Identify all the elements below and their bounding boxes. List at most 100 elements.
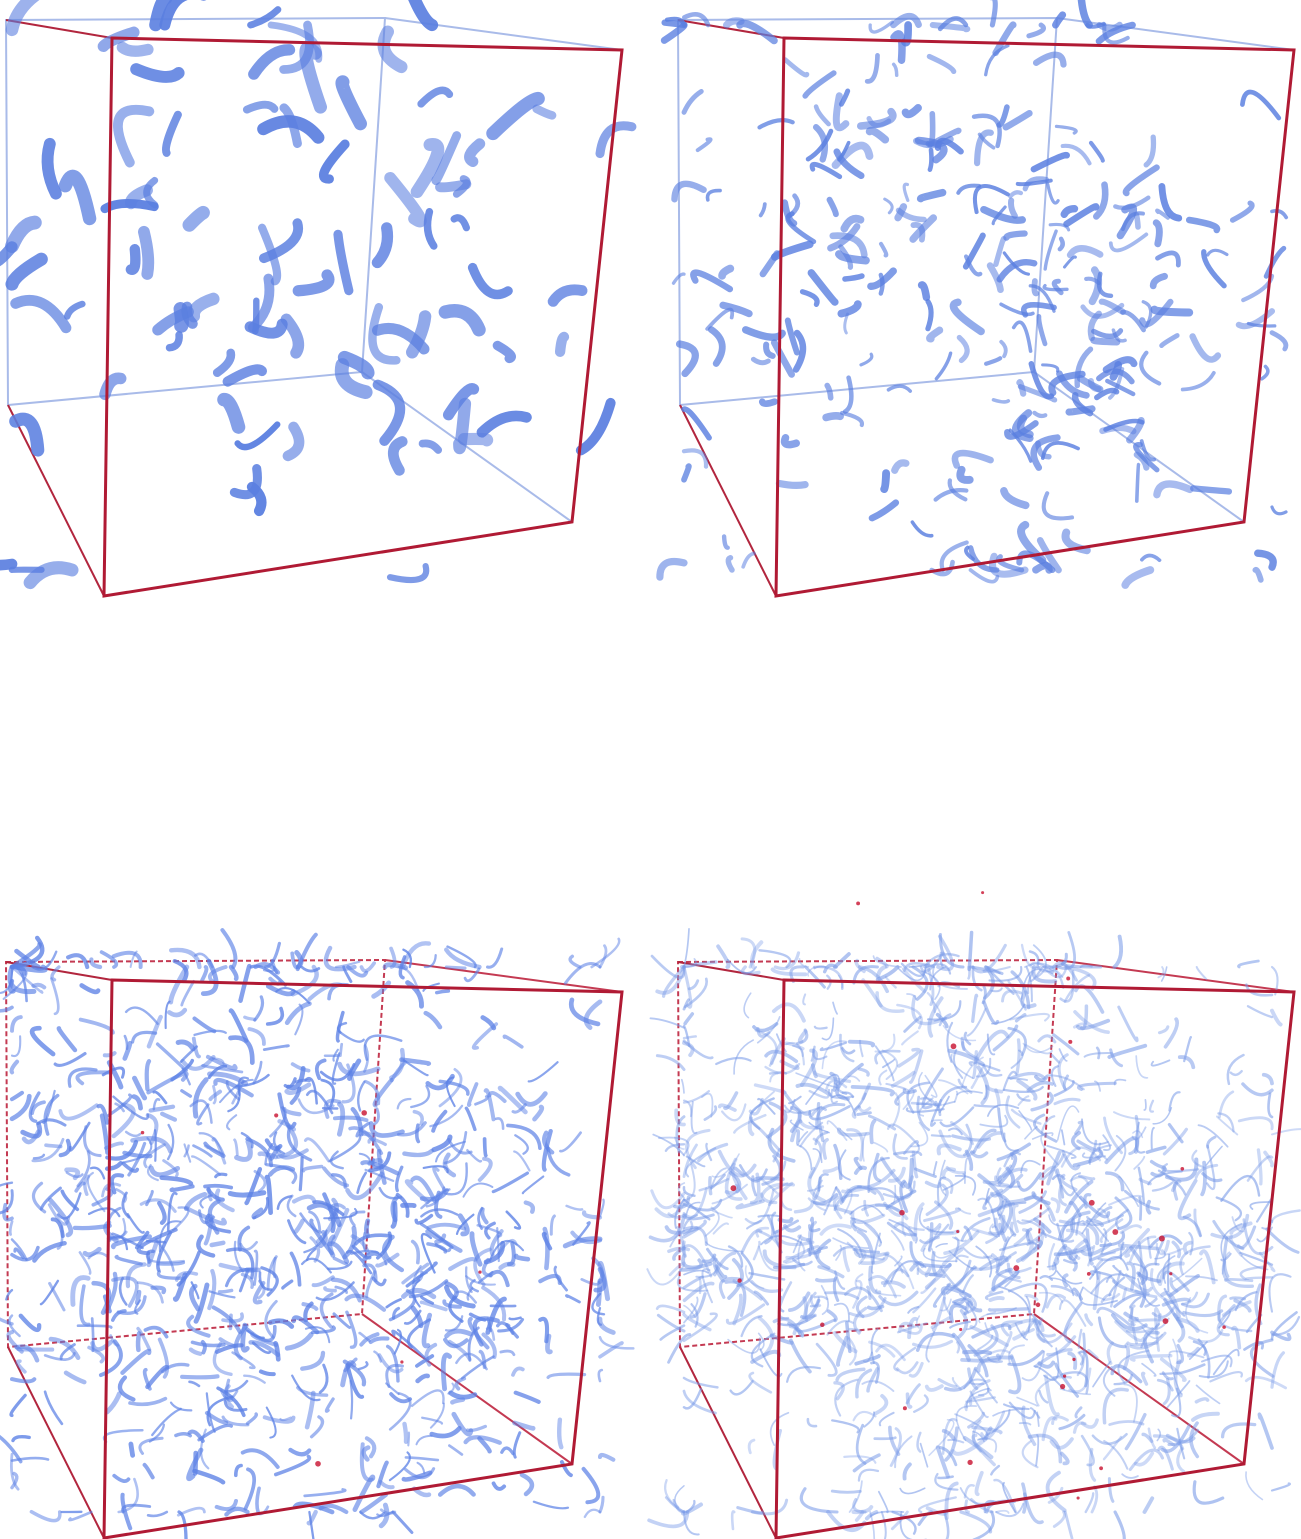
vortex-tube [511,1103,527,1114]
vortex-tube [897,966,927,982]
vortex-tube [1121,1287,1128,1301]
vortex-tube [986,965,1015,995]
vortex-tube [135,1331,142,1353]
vortex-tube [192,1077,209,1119]
vortex-tube [477,1156,493,1182]
vortex-tube [464,1266,473,1293]
vortex-tube [969,965,1004,976]
vortex-tube [1063,1510,1074,1539]
vortex-tube [886,1221,917,1237]
vortex-tube [756,1027,771,1038]
vortex-tube [467,1316,490,1350]
vortex-tube [1083,1238,1093,1257]
vortex-tube [68,1510,93,1522]
vortex-tube [1055,1168,1065,1199]
vortex-tube [499,1349,516,1357]
vortex-tube [741,551,756,569]
vortex-tube [344,1293,387,1312]
vortex-tube [546,1372,587,1379]
vortex-tube [1073,1022,1087,1029]
vortex-tube [390,1201,398,1229]
vortex-tube [1176,1317,1200,1333]
high-vorticity-spot [899,1209,905,1216]
vortex-tube [1054,1362,1079,1398]
vortex-tube [799,289,820,307]
vortex-tube [764,1049,799,1064]
vortex-tube [932,1161,938,1176]
high-vorticity-spot [856,901,861,906]
vortex-tube [683,1012,695,1026]
vortex-tube [1270,1330,1292,1342]
vortex-tube [931,1296,947,1332]
vortex-tube [431,131,462,186]
vortex-tube [902,1088,917,1095]
vortex-tube [863,1411,876,1428]
vortex-tube [933,488,969,502]
vortex-tube [833,1302,850,1323]
vortex-tube [942,1100,956,1106]
vortex-tube [1192,1340,1207,1356]
vortex-tube [794,1318,837,1333]
vortex-tube [373,1350,383,1363]
vortex-tube [462,1182,494,1198]
vortex-tube [999,1241,1038,1252]
vortex-tube [121,1137,153,1164]
vortex-tube [309,1218,334,1256]
vortex-tube [909,1049,924,1084]
vortex-tube [130,63,185,83]
vortex-tube [1270,208,1289,220]
vortex-tube [485,1296,507,1335]
vortex-tube [795,1082,832,1097]
vortex-tube [830,1489,862,1494]
vortex-tube [419,1188,449,1202]
vortex-tube [982,1196,991,1210]
vortex-tube [854,958,866,974]
vortex-tube [221,1312,244,1323]
vortex-tube [1076,1081,1117,1091]
vortex-tube [1191,1411,1220,1422]
vortex-tube [1129,1318,1167,1327]
vortex-tube [1110,1364,1143,1384]
vortex-tube [450,1397,466,1405]
vortex-tube [181,301,198,329]
vortex-tube [1177,1055,1196,1070]
vortex-tube [332,1048,339,1062]
vortex-tube [1093,181,1109,220]
vortex-tube [1014,1322,1028,1341]
vortex-tube [992,1024,1019,1052]
high-vorticity-spot [1076,1496,1080,1500]
vortex-tube [813,1025,828,1030]
vortex-tube [512,1420,536,1431]
vortex-tube [298,1156,304,1192]
vortex-tube [1145,1199,1152,1215]
vortex-tube [718,264,735,280]
vortex-tube [148,1104,176,1113]
vortex-tube [421,1416,444,1425]
vortex-tube [1118,1176,1140,1207]
vortex-tube [99,950,119,969]
cube-front-face [102,978,624,1539]
vortex-tube [733,1039,754,1075]
vortex-tube [826,196,839,218]
vortex-tube [1158,183,1183,222]
vortex-tube [968,1381,985,1386]
vortex-tube [848,1337,857,1366]
vortex-tube [208,1089,222,1101]
vortex-tube [1004,1270,1020,1288]
vortex-tube [998,1222,1007,1242]
vortex-tube [1137,1277,1161,1307]
vortex-tube [295,932,318,972]
vortex-tube [228,1008,249,1043]
vortex-tube [1171,1257,1203,1283]
vortex-tube [775,1229,815,1247]
vortex-tube [1022,1042,1054,1054]
vortex-tube [681,406,712,441]
vortex-tube [1192,1480,1225,1505]
vortex-tube [180,1089,193,1098]
high-vorticity-spot [361,1110,367,1116]
high-vorticity-spot [1162,1318,1169,1324]
vortex-tube [1102,1292,1121,1302]
vortex-tube [661,965,686,998]
vortex-tube [0,965,14,994]
vortex-tube [929,22,971,33]
